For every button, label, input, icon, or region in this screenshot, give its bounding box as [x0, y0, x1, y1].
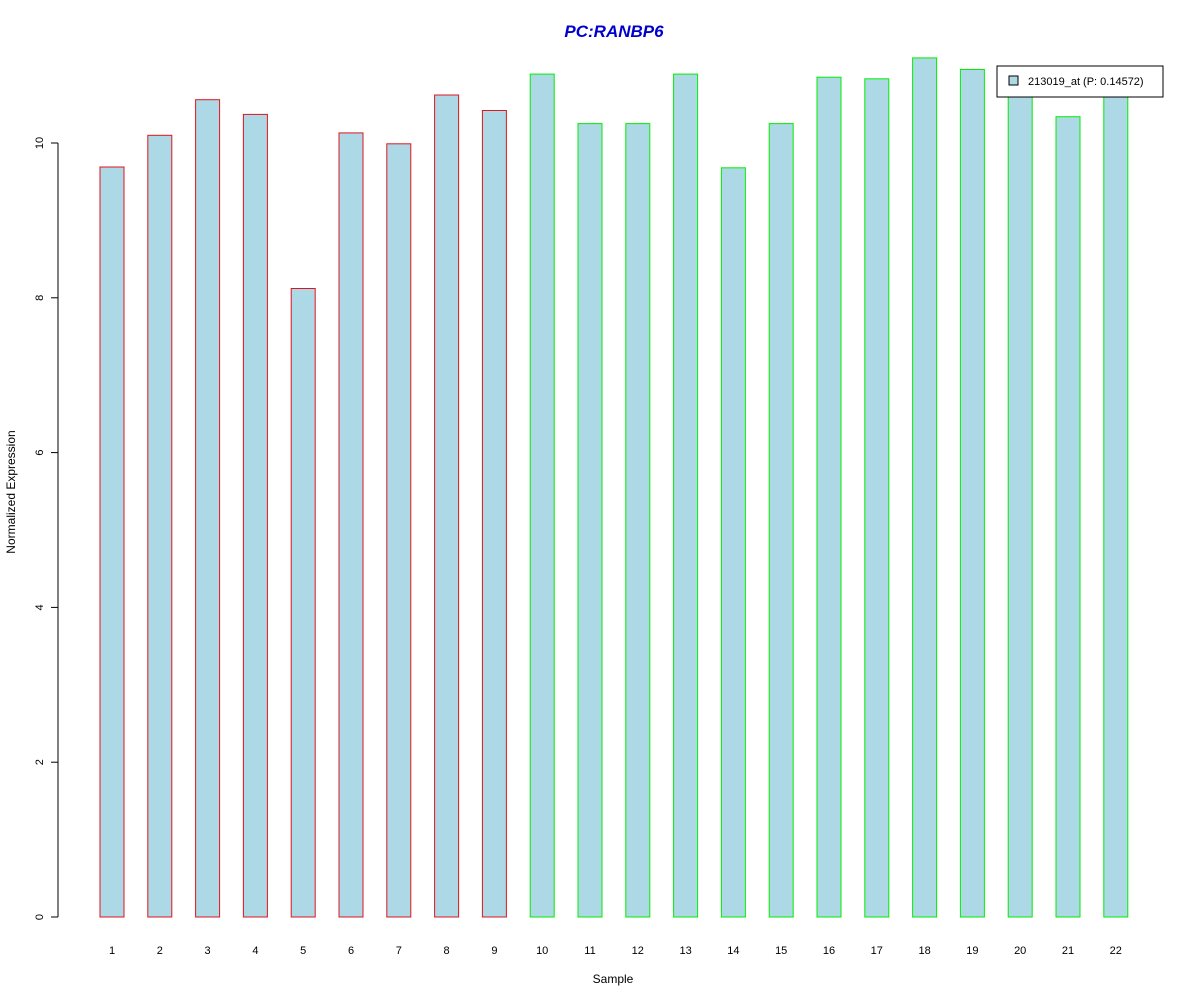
x-tick-label: 9: [491, 945, 497, 957]
bar-sample-4: [242, 113, 268, 918]
x-tick-label: 21: [1062, 945, 1074, 957]
legend: 213019_at (P: 0.14572): [996, 65, 1164, 98]
bar-sample-14: [720, 167, 746, 918]
x-tick-label: 18: [918, 945, 930, 957]
x-tick-label: 20: [1014, 945, 1026, 957]
bar-sample-10: [529, 73, 555, 918]
y-axis: 0 2 4 6 8 10: [34, 137, 59, 920]
x-tick-label: 14: [727, 945, 739, 957]
bar-sample-8: [434, 94, 460, 918]
bar-sample-15: [768, 123, 794, 918]
y-tick-label: 6: [34, 450, 46, 456]
x-tick-label: 2: [157, 945, 163, 957]
bar-sample-18: [912, 57, 938, 918]
x-tick-label: 1: [109, 945, 115, 957]
y-tick-label: 8: [34, 295, 46, 301]
x-tick-label: 8: [444, 945, 450, 957]
bar-sample-20: [1007, 88, 1033, 918]
legend-box: [996, 65, 1164, 98]
x-tick-label: 4: [252, 945, 258, 957]
bar-sample-3: [195, 99, 221, 918]
y-tick-label: 2: [34, 759, 46, 765]
legend-label: 213019_at (P: 0.14572): [1028, 76, 1144, 88]
x-tick-label: 19: [966, 945, 978, 957]
x-tick-labels: 1 2 3 4 5 6 7 8 9 10 11 12 13 14 15 16 17 18 19 20 21 22: [109, 945, 1122, 957]
bar-sample-2: [147, 134, 173, 918]
bar-sample-12: [625, 123, 651, 918]
x-tick-label: 15: [775, 945, 787, 957]
bar-sample-1: [99, 166, 125, 918]
x-tick-label: 5: [300, 945, 306, 957]
x-tick-label: 12: [632, 945, 644, 957]
x-tick-label: 13: [679, 945, 691, 957]
bar-sample-9: [481, 110, 507, 918]
x-tick-label: 11: [584, 945, 595, 957]
bar-sample-11: [577, 123, 603, 918]
bar-sample-16: [816, 76, 842, 918]
bar-sample-6: [338, 132, 364, 918]
bar-sample-22: [1103, 88, 1129, 918]
y-tick-label: 4: [34, 604, 46, 610]
bar-sample-13: [673, 73, 699, 918]
bar-sample-5: [290, 288, 316, 918]
y-axis-title: Normalized Expression: [4, 430, 18, 553]
bar-sample-7: [386, 143, 412, 918]
x-tick-label: 22: [1110, 945, 1122, 957]
x-tick-label: 7: [396, 945, 402, 957]
bar-sample-19: [959, 69, 985, 918]
x-tick-label: 3: [205, 945, 211, 957]
x-tick-label: 6: [348, 945, 354, 957]
x-axis-title: Sample: [593, 972, 634, 986]
bar-sample-21: [1055, 116, 1081, 918]
bars-group: [99, 57, 1129, 918]
y-tick-label: 0: [34, 914, 46, 920]
legend-swatch: [1008, 75, 1019, 86]
x-tick-label: 16: [823, 945, 835, 957]
x-tick-label: 10: [536, 945, 548, 957]
x-tick-label: 17: [871, 945, 883, 957]
bar-sample-17: [864, 78, 890, 918]
y-tick-label: 10: [34, 137, 46, 149]
chart-title: PC:RANBP6: [564, 22, 664, 41]
